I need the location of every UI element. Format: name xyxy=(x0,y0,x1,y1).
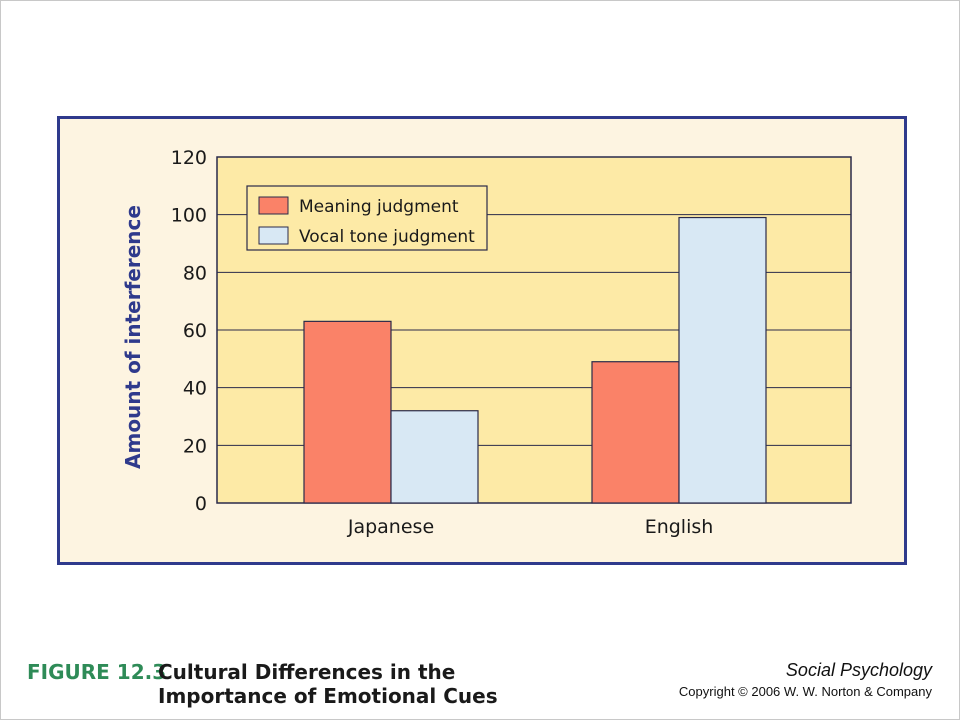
y-tick-label: 0 xyxy=(195,493,207,515)
y-tick-label: 40 xyxy=(183,378,207,400)
legend-swatch xyxy=(258,196,289,215)
y-tick-label: 100 xyxy=(171,205,207,227)
legend-label: Meaning judgment xyxy=(299,197,459,217)
y-tick-label: 60 xyxy=(183,320,207,342)
chart-frame: 0 20 40 60 80 100 120 Amount of interference Jap… xyxy=(57,116,907,565)
y-tick-label: 20 xyxy=(183,435,207,457)
bar-english-meaning xyxy=(591,361,680,504)
bar-english-vocal-tone xyxy=(678,216,767,504)
book-title: Social Psychology xyxy=(785,660,932,680)
copyright-notice: Copyright © 2006 W. W. Norton & Company xyxy=(678,684,932,699)
y-axis-label: Amount of interference xyxy=(121,205,145,469)
legend-swatch xyxy=(258,226,289,245)
bar-japanese-meaning xyxy=(303,320,392,504)
bar-japanese-vocal-tone xyxy=(390,410,479,504)
bar-chart: 0 20 40 60 80 100 120 Amount of interference Jap… xyxy=(121,147,852,538)
figure-number: FIGURE 12.3 xyxy=(27,660,167,684)
legend-label: Vocal tone judgment xyxy=(299,227,475,247)
x-category-label: English xyxy=(645,516,714,538)
y-tick-label: 80 xyxy=(183,262,207,284)
figure-title: Cultural Differences in the Importance o… xyxy=(158,660,498,708)
x-category-label: Japanese xyxy=(347,516,434,538)
y-tick-label: 120 xyxy=(171,147,207,169)
